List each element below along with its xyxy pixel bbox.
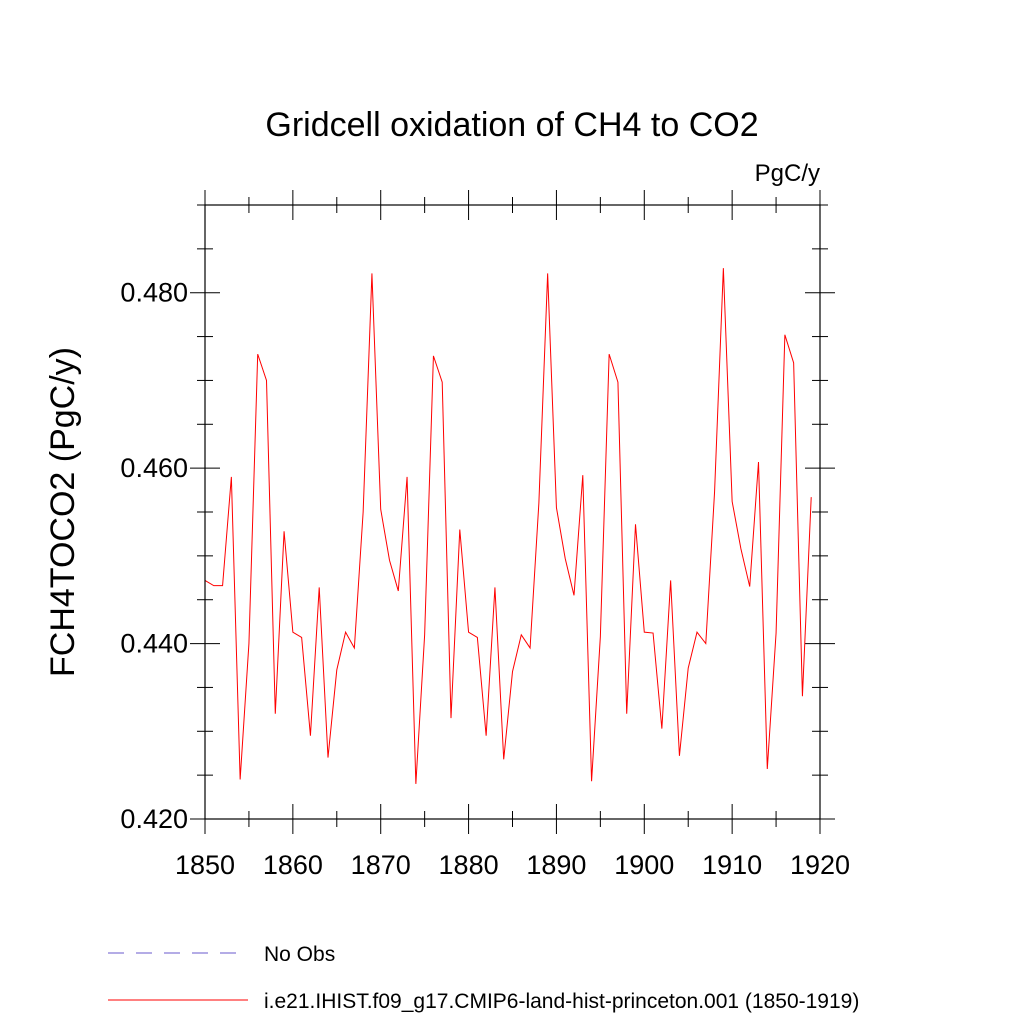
x-tick-label: 1890 [526, 850, 586, 880]
legend-label-model: i.e21.IHIST.f09_g17.CMIP6-land-hist-prin… [264, 990, 859, 1013]
series-line-0 [204, 268, 812, 784]
x-tick-label: 1880 [439, 850, 499, 880]
x-tick-label: 1910 [702, 850, 762, 880]
y-tick-labels: 0.420 0.440 0.460 0.480 [120, 278, 188, 834]
x-tick-label: 1850 [175, 850, 235, 880]
y-tick-label: 0.460 [120, 453, 188, 483]
y-tick-label: 0.440 [120, 629, 188, 659]
x-tick-label: 1900 [614, 850, 674, 880]
units-label: PgC/y [755, 160, 820, 187]
x-tick-label: 1860 [263, 850, 323, 880]
y-axis-label: FCH4TOCO2 (PgC/y) [44, 347, 82, 677]
legend-label-no-obs: No Obs [264, 943, 335, 966]
x-tick-labels: 1850 1860 1870 1880 1890 1900 1910 1920 [175, 850, 850, 880]
plot-frame [204, 204, 821, 820]
chart-title: Gridcell oxidation of CH4 to CO2 [265, 106, 758, 144]
y-tick-label: 0.480 [120, 278, 188, 308]
y-tick-label: 0.420 [120, 804, 188, 834]
series-lines [204, 268, 812, 784]
x-tick-label: 1870 [351, 850, 411, 880]
x-tick-label: 1920 [790, 850, 850, 880]
legend: No Obs i.e21.IHIST.f09_g17.CMIP6-land-hi… [108, 943, 859, 1013]
plot-area [190, 190, 835, 834]
axis-ticks [190, 190, 835, 834]
